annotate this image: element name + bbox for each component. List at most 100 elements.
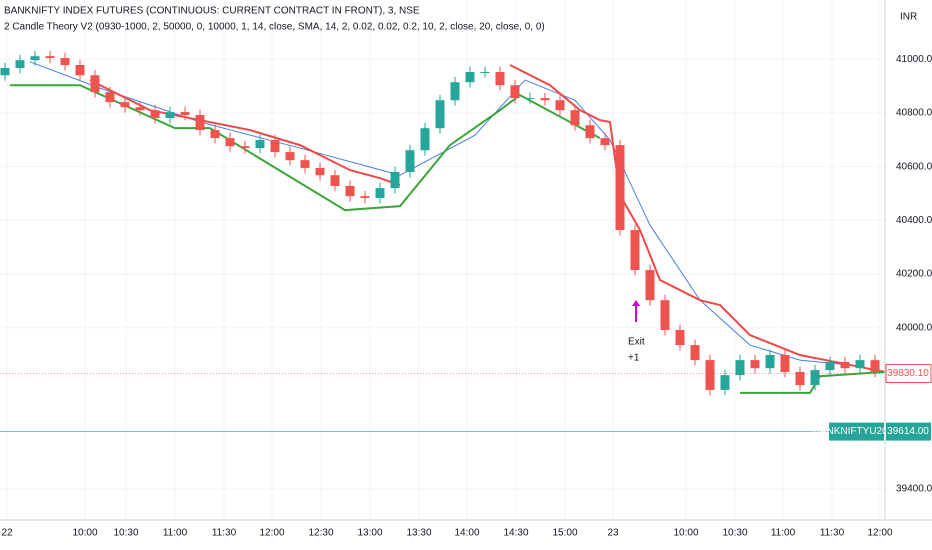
candle-body: [165, 112, 175, 118]
candle-body: [735, 360, 745, 376]
candle-body: [840, 361, 850, 369]
y-tick-label: 40400.00: [896, 215, 932, 226]
candle-body: [780, 354, 790, 372]
x-tick-label: 11:00: [771, 528, 796, 539]
x-tick-label: 14:00: [454, 528, 479, 539]
candle-body: [825, 361, 835, 371]
candle-body: [120, 102, 130, 108]
x-tick-label: 10:30: [113, 528, 138, 539]
chart-title: BANKNIFTY INDEX FUTURES (CONTINUOUS: CUR…: [4, 6, 420, 17]
y-tick-label: 40000.00: [896, 322, 932, 333]
exit-arrow: [632, 300, 640, 322]
candle-body: [855, 360, 865, 369]
candle-body: [255, 140, 265, 149]
candle-body: [720, 375, 730, 390]
candle-body: [195, 115, 205, 131]
x-tick-label: 23: [607, 528, 619, 539]
candle-body: [870, 360, 880, 372]
exit-label: Exit: [628, 337, 645, 348]
candle-body: [585, 125, 595, 139]
contract-name-tag: [829, 422, 884, 441]
last-price-label: 39830.10: [887, 368, 929, 379]
candle-body: [705, 360, 715, 390]
candle-body: [480, 72, 490, 74]
candle-body: [315, 167, 325, 176]
y-tick-label: 40200.00: [896, 269, 932, 280]
candle-body: [180, 112, 190, 116]
x-tick-label: 11:30: [820, 528, 845, 539]
y-tick-label: 41000.00: [896, 54, 932, 65]
grid: [0, 0, 885, 520]
candle-body: [375, 188, 385, 199]
candle-body: [390, 171, 400, 189]
x-tick-label: 12:00: [259, 528, 284, 539]
candle-body: [420, 128, 430, 151]
y-tick-label: 40800.00: [896, 108, 932, 119]
x-tick-label: 10:00: [72, 528, 97, 539]
candle-body: [675, 330, 685, 346]
x-tick-label: 10:30: [722, 528, 747, 539]
candle-body: [450, 82, 460, 101]
candle-body: [135, 107, 145, 111]
y-tick-label: 39400.00: [896, 484, 932, 495]
x-tick-label: 13:00: [357, 528, 382, 539]
contract-price-label: 39614.00: [887, 426, 929, 437]
candle-body: [765, 354, 775, 369]
candle-body: [90, 75, 100, 93]
currency: INR: [900, 12, 917, 23]
candle-body: [795, 371, 805, 386]
candle-body: [30, 56, 40, 61]
candle-body: [405, 150, 415, 172]
candle-body: [645, 270, 655, 301]
y-tick-label: 40600.00: [896, 161, 932, 172]
last-price-tag: [885, 364, 932, 384]
contract-price-tag: [886, 422, 931, 441]
candle-body: [540, 98, 550, 101]
candle-body: [600, 138, 610, 146]
candle-body: [300, 160, 310, 168]
candle-body: [570, 110, 580, 126]
candle-body: [270, 140, 280, 153]
x-tick-label: 12:30: [308, 528, 333, 539]
candle-body: [510, 85, 520, 99]
candle-body: [15, 60, 25, 68]
x-tick-label: 13:30: [406, 528, 431, 539]
candle-body: [105, 92, 115, 103]
candle-body: [210, 130, 220, 139]
candle-body: [465, 72, 475, 83]
candle-body: [615, 145, 625, 231]
candle-body: [75, 65, 85, 76]
candle-body: [345, 185, 355, 197]
candle-body: [495, 72, 505, 86]
candle-body: [810, 370, 820, 386]
candle-body: [330, 175, 340, 186]
candle-body: [555, 100, 565, 111]
indicator-line: [509, 64, 886, 373]
candle-body: [225, 138, 235, 147]
candle-body: [435, 100, 445, 129]
candle-body: [285, 152, 295, 161]
candle-body: [60, 58, 70, 66]
candle-body: [525, 98, 535, 100]
indicator-label: 2 Candle Theory V2 (0930-1000, 2, 50000,…: [4, 22, 545, 33]
candle-body: [0, 67, 10, 76]
candle-body: [630, 230, 640, 271]
x-tick-label: 10:00: [673, 528, 698, 539]
x-tick-label: 11:30: [212, 528, 237, 539]
candle-body: [660, 300, 670, 331]
candle-body: [45, 56, 55, 59]
candle-body: [240, 146, 250, 149]
x-tick-label: 22: [1, 528, 13, 539]
candle-body: [690, 345, 700, 361]
x-tick-label: 15:00: [552, 528, 577, 539]
candle-body: [150, 110, 160, 118]
exit-count: +1: [628, 353, 640, 364]
plot: [0, 50, 886, 432]
x-tick-label: 12:00: [867, 528, 892, 539]
indicator-line: [89, 79, 401, 187]
x-tick-label: 11:00: [163, 528, 188, 539]
x-tick-label: 14:30: [503, 528, 528, 539]
candle-body: [360, 196, 370, 199]
